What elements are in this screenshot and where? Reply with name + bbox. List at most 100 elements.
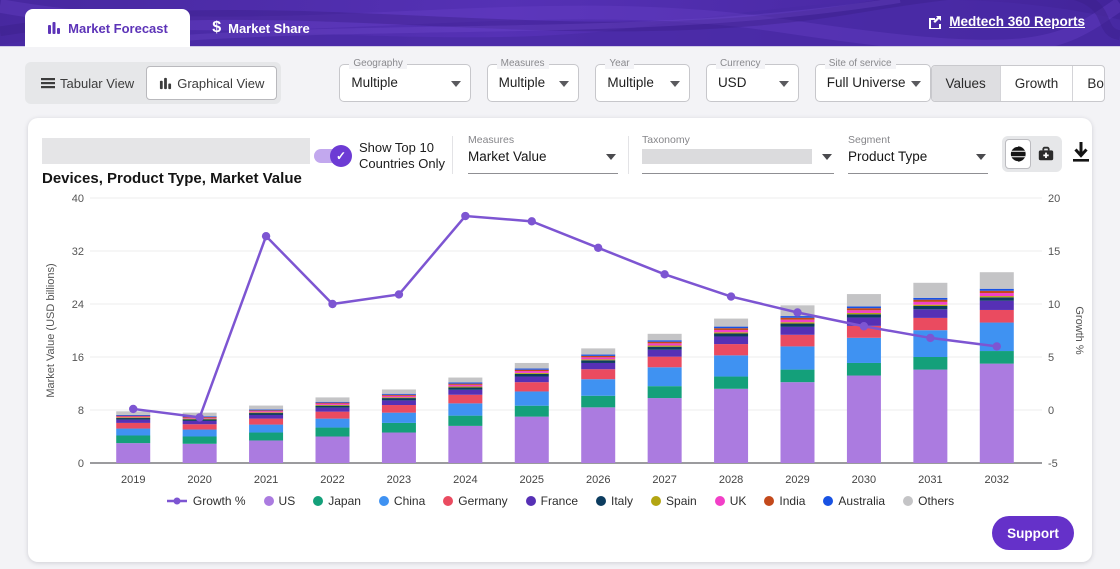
bar-segment-japan-2030[interactable] (847, 363, 881, 376)
growth-point-2022[interactable] (328, 300, 336, 308)
bar-segment-india-2023[interactable] (382, 395, 416, 396)
currency-dropdown[interactable]: Currency USD (706, 64, 799, 102)
bar-segment-japan-2023[interactable] (382, 423, 416, 433)
bar-segment-france-2032[interactable] (980, 301, 1014, 310)
bar-segment-france-2019[interactable] (116, 420, 150, 423)
bar-segment-france-2021[interactable] (249, 415, 283, 419)
values-button[interactable]: Values (932, 66, 1001, 101)
bar-segment-us-2019[interactable] (116, 443, 150, 463)
bar-segment-others-2032[interactable] (980, 272, 1014, 289)
bar-segment-japan-2022[interactable] (316, 428, 350, 437)
bar-segment-india-2030[interactable] (847, 308, 881, 310)
bar-segment-france-2022[interactable] (316, 408, 350, 412)
bar-segment-india-2025[interactable] (515, 370, 549, 371)
legend-item-japan[interactable]: Japan (313, 494, 361, 508)
bar-segment-china-2022[interactable] (316, 419, 350, 428)
growth-point-2026[interactable] (594, 244, 602, 252)
bar-segment-japan-2027[interactable] (648, 386, 682, 398)
bar-segment-italy-2027[interactable] (648, 347, 682, 350)
bar-segment-italy-2025[interactable] (515, 374, 549, 377)
medtech-360-reports-link[interactable]: Medtech 360 Reports (928, 14, 1085, 29)
bar-segment-others-2026[interactable] (581, 348, 615, 354)
bar-segment-spain-2027[interactable] (648, 346, 682, 347)
bar-segment-france-2026[interactable] (581, 363, 615, 369)
bar-segment-france-2031[interactable] (913, 309, 947, 318)
bar-segment-china-2025[interactable] (515, 391, 549, 405)
legend-item-others[interactable]: Others (903, 494, 954, 508)
growth-point-2028[interactable] (727, 292, 735, 300)
bar-segment-china-2028[interactable] (714, 355, 748, 376)
bar-segment-uk-2030[interactable] (847, 310, 881, 313)
bar-segment-china-2026[interactable] (581, 379, 615, 396)
bar-segment-others-2030[interactable] (847, 294, 881, 306)
bar-segment-australia-2023[interactable] (382, 394, 416, 395)
legend-item-china[interactable]: China (379, 494, 425, 508)
bar-segment-china-2020[interactable] (183, 430, 217, 437)
bar-segment-uk-2027[interactable] (648, 343, 682, 345)
support-button[interactable]: Support (992, 516, 1074, 550)
bar-segment-france-2025[interactable] (515, 377, 549, 383)
growth-point-2025[interactable] (528, 217, 536, 225)
bar-segment-us-2030[interactable] (847, 376, 881, 463)
bar-segment-others-2021[interactable] (249, 406, 283, 410)
bar-segment-australia-2031[interactable] (913, 298, 947, 300)
bar-segment-spain-2029[interactable] (781, 322, 815, 323)
bar-segment-japan-2029[interactable] (781, 370, 815, 383)
bar-segment-others-2025[interactable] (515, 363, 549, 369)
bar-segment-germany-2032[interactable] (980, 310, 1014, 323)
legend-item-france[interactable]: France (526, 494, 578, 508)
bar-segment-japan-2026[interactable] (581, 396, 615, 408)
bar-segment-australia-2028[interactable] (714, 327, 748, 329)
bar-segment-us-2029[interactable] (781, 382, 815, 463)
bar-segment-others-2028[interactable] (714, 319, 748, 327)
legend-item-us[interactable]: US (264, 494, 296, 508)
panel-measures-dropdown[interactable]: Measures Market Value (468, 134, 618, 174)
bar-segment-france-2027[interactable] (648, 350, 682, 357)
bar-segment-us-2027[interactable] (648, 398, 682, 463)
bar-segment-china-2019[interactable] (116, 429, 150, 436)
bar-segment-australia-2030[interactable] (847, 306, 881, 308)
growth-point-2019[interactable] (129, 405, 137, 413)
bar-segment-italy-2032[interactable] (980, 297, 1014, 300)
bar-segment-us-2025[interactable] (515, 417, 549, 463)
bar-segment-australia-2019[interactable] (116, 415, 150, 416)
bar-segment-uk-2019[interactable] (116, 416, 150, 417)
bar-segment-others-2024[interactable] (448, 378, 482, 383)
bar-segment-uk-2022[interactable] (316, 404, 350, 405)
bar-segment-australia-2024[interactable] (448, 383, 482, 384)
medical-case-view-button[interactable] (1033, 139, 1059, 169)
bar-segment-us-2031[interactable] (913, 370, 947, 463)
bar-segment-india-2032[interactable] (980, 291, 1014, 293)
bar-segment-japan-2032[interactable] (980, 351, 1014, 364)
growth-point-2031[interactable] (926, 334, 934, 342)
bar-segment-us-2032[interactable] (980, 364, 1014, 463)
bar-segment-china-2030[interactable] (847, 338, 881, 363)
bar-segment-germany-2026[interactable] (581, 369, 615, 379)
geography-dropdown[interactable]: Geography Multiple (339, 64, 470, 102)
bar-segment-us-2023[interactable] (382, 433, 416, 463)
bar-segment-others-2023[interactable] (382, 389, 416, 393)
bar-segment-spain-2030[interactable] (847, 313, 881, 314)
legend-item-india[interactable]: India (764, 494, 805, 508)
growth-point-2030[interactable] (860, 322, 868, 330)
year-dropdown[interactable]: Year Multiple (595, 64, 690, 102)
bar-segment-france-2028[interactable] (714, 336, 748, 344)
bar-segment-uk-2032[interactable] (980, 293, 1014, 296)
bar-segment-spain-2032[interactable] (980, 296, 1014, 297)
bar-segment-germany-2025[interactable] (515, 382, 549, 391)
legend-item-spain[interactable]: Spain (651, 494, 697, 508)
growth-point-2032[interactable] (993, 342, 1001, 350)
growth-point-2021[interactable] (262, 232, 270, 240)
bar-segment-spain-2026[interactable] (581, 359, 615, 360)
bar-segment-spain-2022[interactable] (316, 405, 350, 406)
bar-segment-spain-2031[interactable] (913, 305, 947, 306)
bar-segment-spain-2021[interactable] (249, 412, 283, 413)
segment-dropdown[interactable]: Segment Product Type (848, 134, 988, 174)
bar-segment-australia-2021[interactable] (249, 410, 283, 411)
growth-point-2024[interactable] (461, 212, 469, 220)
growth-point-2027[interactable] (660, 270, 668, 278)
legend-item-australia[interactable]: Australia (823, 494, 885, 508)
growth-point-2023[interactable] (395, 290, 403, 298)
bar-segment-italy-2030[interactable] (847, 314, 881, 317)
bar-segment-us-2028[interactable] (714, 389, 748, 463)
